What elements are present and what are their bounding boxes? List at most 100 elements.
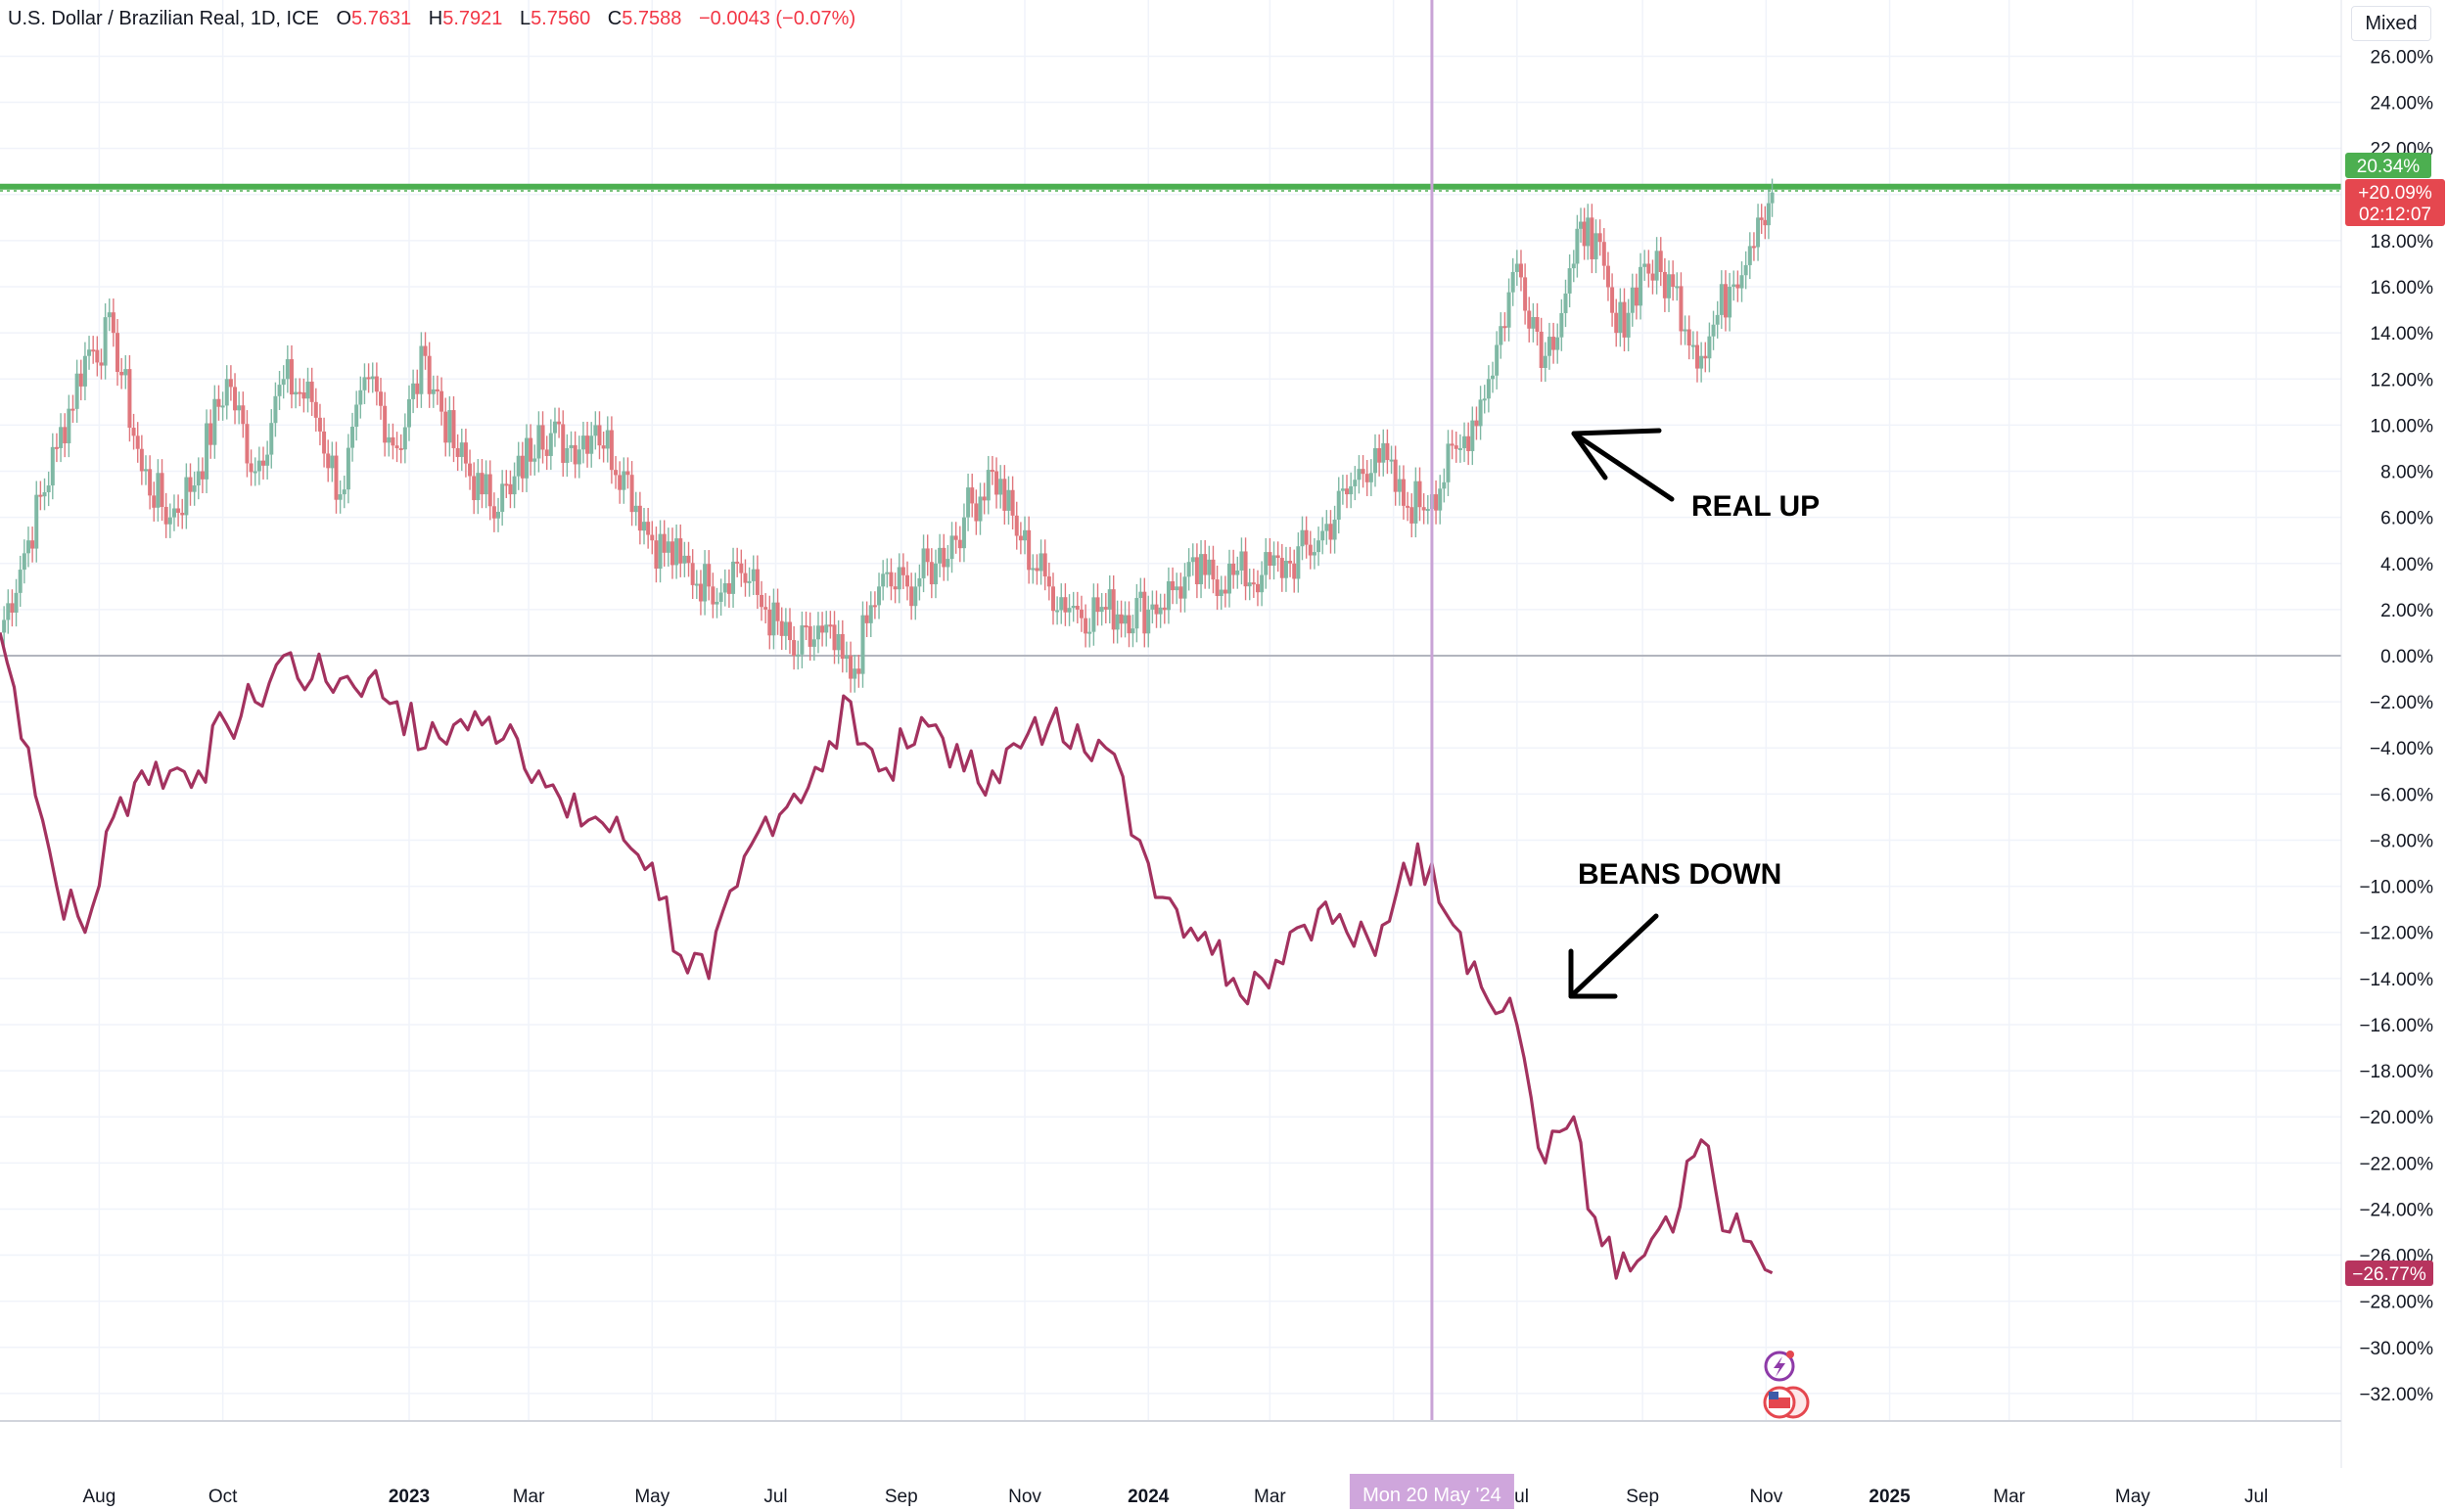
candle-body (1610, 287, 1615, 313)
y-tick-label: 26.00% (2371, 47, 2434, 68)
candle-body (1304, 529, 1309, 545)
x-tick-label: Mar (1254, 1487, 1286, 1507)
candle-body (346, 447, 350, 490)
y-tick-label: −10.00% (2359, 878, 2433, 898)
candle-body (532, 458, 537, 462)
candle-body (1377, 447, 1382, 463)
candle-body (468, 463, 473, 477)
candle-body (1336, 490, 1341, 520)
candle-body (374, 376, 379, 392)
candle-body (540, 425, 545, 450)
candle-body (998, 479, 1003, 495)
candle-body (913, 586, 918, 607)
candle-body (70, 408, 75, 411)
candle-body (767, 609, 772, 636)
candle-body (669, 541, 674, 566)
candle-body (402, 427, 407, 450)
y-tick-label: 14.00% (2371, 324, 2434, 344)
candle-body (1320, 530, 1325, 541)
candle-body (148, 469, 153, 496)
candle-body (893, 586, 898, 590)
candle-body (1099, 607, 1104, 613)
candle-body (143, 469, 148, 472)
candle-body (1050, 586, 1055, 612)
y-tick-label: 16.00% (2371, 278, 2434, 298)
candle-body (1357, 469, 1362, 481)
candle-body (1409, 507, 1414, 524)
candle-body (1389, 459, 1394, 462)
candle-body (739, 563, 744, 573)
candle-body (836, 633, 841, 651)
candle-body (686, 555, 691, 564)
candle-body (95, 349, 100, 363)
candle-body (625, 471, 630, 476)
y-tick-label: 10.00% (2371, 416, 2434, 436)
candle-body (455, 447, 460, 457)
candle-body (1111, 589, 1116, 630)
candle-body (1381, 442, 1386, 463)
candle-body (1539, 331, 1544, 368)
candle-body (78, 373, 83, 387)
candle-body (205, 423, 209, 480)
candle-body (167, 517, 172, 525)
candle-body (156, 473, 161, 508)
scale-mode-button[interactable]: Mixed (2351, 6, 2431, 41)
candle-body (516, 455, 521, 477)
candle-body (949, 535, 954, 560)
candle-body (160, 473, 164, 507)
candle-body (1614, 312, 1619, 334)
candle-body (1662, 271, 1667, 298)
candle-body (1175, 586, 1179, 591)
candle-body (135, 435, 140, 449)
candle-body (508, 483, 513, 495)
candle-body (184, 477, 189, 516)
candle-body (872, 605, 877, 608)
candle-body (398, 447, 403, 450)
candle-body (1413, 481, 1418, 524)
candle-body (1046, 576, 1051, 587)
candle-body (1260, 574, 1265, 593)
y-tick-label: −30.00% (2359, 1339, 2433, 1359)
candle-body (463, 442, 468, 464)
candle-body (1091, 597, 1096, 632)
candle-body (431, 389, 436, 394)
candle-body (1023, 529, 1028, 541)
candle-body (751, 569, 756, 581)
candle-body (54, 446, 59, 449)
candle-body (889, 572, 894, 587)
candle-body (10, 603, 15, 613)
candle-body (1279, 558, 1284, 578)
candle-body (1271, 555, 1276, 566)
candle-body (180, 512, 185, 516)
candle-body (650, 534, 655, 541)
candle-body (50, 446, 55, 486)
symbol-name: U.S. Dollar / Brazilian Real, 1D, ICE (8, 8, 319, 29)
y-tick-label: 6.00% (2380, 509, 2433, 529)
candle-body (334, 455, 339, 500)
candle-body (1006, 489, 1011, 511)
us-flag-stripes-icon (1769, 1397, 1790, 1408)
low-label: L (519, 8, 531, 29)
y-tick-label: −4.00% (2370, 739, 2433, 759)
candle-body (1518, 263, 1523, 278)
candle-body (1042, 553, 1047, 577)
candle-body (188, 477, 193, 492)
candle-body (1207, 559, 1212, 575)
x-tick-label: Jul (763, 1487, 787, 1507)
candle-body (1690, 344, 1695, 347)
candle-body (1555, 337, 1560, 350)
candle-body (597, 425, 602, 446)
candle-body (1450, 443, 1454, 446)
candle-body (580, 435, 585, 450)
candle-body (119, 372, 124, 376)
candle-body (1759, 217, 1764, 220)
candle-body (115, 333, 120, 373)
event-icons[interactable] (1763, 1351, 1810, 1419)
candle-body (212, 398, 217, 445)
candle-body (726, 583, 731, 594)
candle-body (1478, 399, 1483, 427)
candle-body (633, 505, 638, 513)
notification-dot-icon (1786, 1351, 1794, 1358)
candle-body (840, 633, 845, 660)
